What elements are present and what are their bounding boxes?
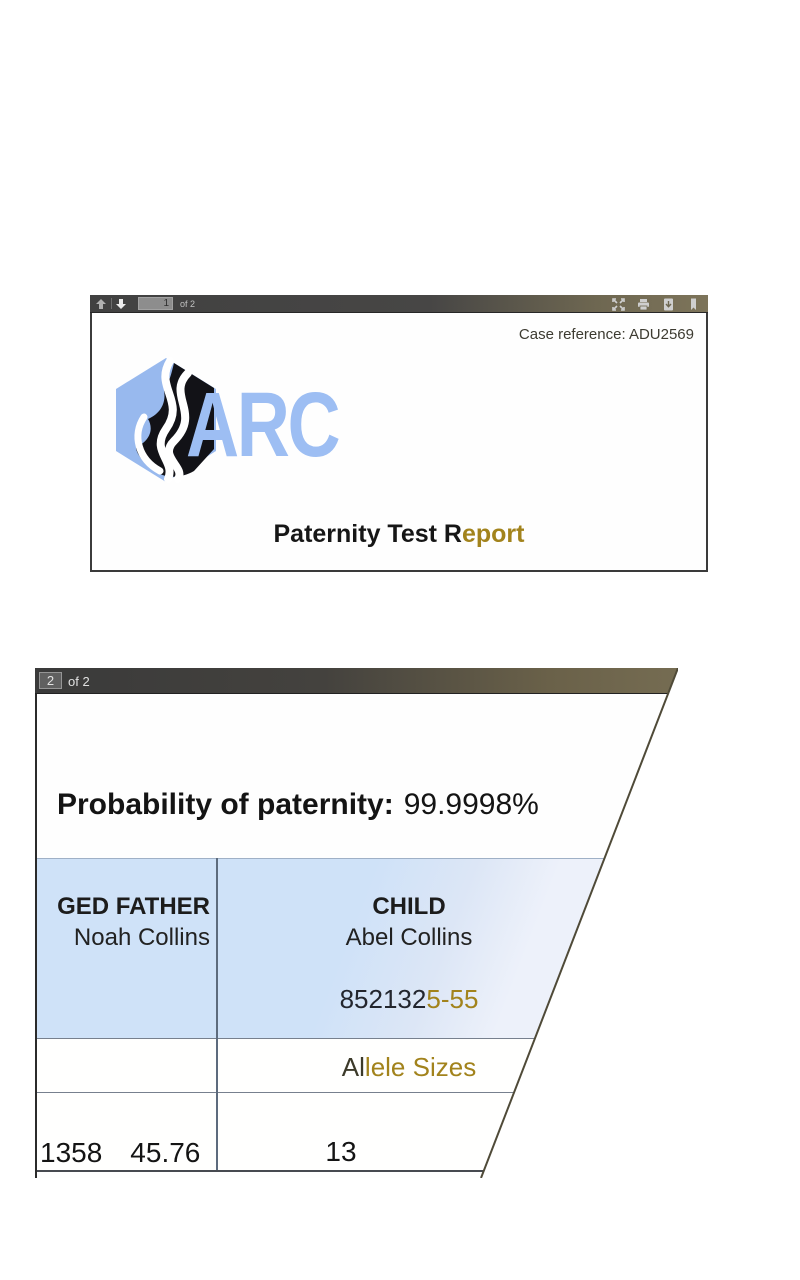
bookmark-icon[interactable] — [687, 298, 700, 311]
case-reference: Case reference: ADU2569 — [518, 326, 694, 343]
arrow-down-icon — [116, 299, 126, 309]
probability-line: Probability of paternity: 99.9998% — [57, 788, 539, 822]
probability-value: 99.9998% — [403, 788, 539, 821]
print-icon[interactable] — [637, 298, 650, 311]
page-count-label-2: of 2 — [68, 674, 90, 689]
document-title-black: Paternity Test R — [273, 520, 462, 548]
table-column-divider — [216, 858, 218, 1171]
page2-sheared-area: of 2 Probability of paternity: 99.9998% G… — [35, 668, 678, 1178]
arc-logo: ARC — [114, 357, 374, 487]
pdf-toolbar-page1: of 2 — [90, 295, 708, 313]
allele-sizes-label: Allele Sizes — [218, 1052, 600, 1083]
child-header: CHILD — [372, 893, 446, 920]
child-name: Abel Collins — [345, 924, 473, 951]
document-page1: Case reference: ADU2569 ARC Paternity Te… — [90, 313, 708, 572]
arc-logo-hexagon-icon — [116, 357, 216, 483]
child-case-number: 8521325-55 — [218, 984, 600, 1015]
arrow-up-icon — [96, 299, 106, 309]
download-icon[interactable] — [662, 298, 675, 311]
expand-icon[interactable] — [612, 297, 625, 311]
next-page-button[interactable] — [114, 297, 128, 311]
alleged-father-header: GED FATHER — [57, 893, 210, 920]
case-number-dark-part: 852132 — [339, 984, 427, 1014]
alleged-father-name: Noah Collins — [73, 924, 210, 951]
marker-value-1: 1358 — [40, 1137, 103, 1168]
document-title-gold: eport — [461, 520, 525, 548]
pdf-viewer-page2: of 2 Probability of paternity: 99.9998% G… — [35, 668, 678, 1178]
marker-value-2: 45.76 — [130, 1137, 201, 1168]
page-number-input[interactable] — [138, 297, 173, 310]
toolbar-right-icons — [612, 297, 700, 311]
page-number-input-2[interactable] — [39, 672, 62, 689]
arc-logo-text: ARC — [186, 374, 341, 476]
document-page2: Probability of paternity: 99.9998% GED FA… — [35, 694, 678, 1178]
toolbar-separator — [111, 298, 112, 309]
father-marker-values: 1358 45.76 — [40, 1137, 200, 1169]
table-bottom-border — [37, 1170, 678, 1172]
page-count-label: of 2 — [180, 299, 196, 309]
case-number-gold-part: 5-55 — [426, 984, 479, 1014]
pdf-viewer-page1: of 2 — [90, 295, 708, 573]
document-title: Paternity Test Report — [92, 520, 706, 549]
probability-label: Probability of paternity: — [57, 788, 394, 821]
child-allele-value: 13 — [325, 1136, 357, 1167]
allele-sizes-row: Allele Sizes — [37, 1038, 678, 1092]
table-header-row: GED FATHER Noah Collins CHILD Abel Colli… — [37, 858, 678, 1038]
pdf-toolbar-page2: of 2 — [35, 668, 678, 694]
allele-label-gold-part: lele Sizes — [364, 1052, 477, 1082]
allele-label-dark-part: Al — [341, 1052, 365, 1082]
previous-page-button[interactable] — [94, 297, 108, 311]
